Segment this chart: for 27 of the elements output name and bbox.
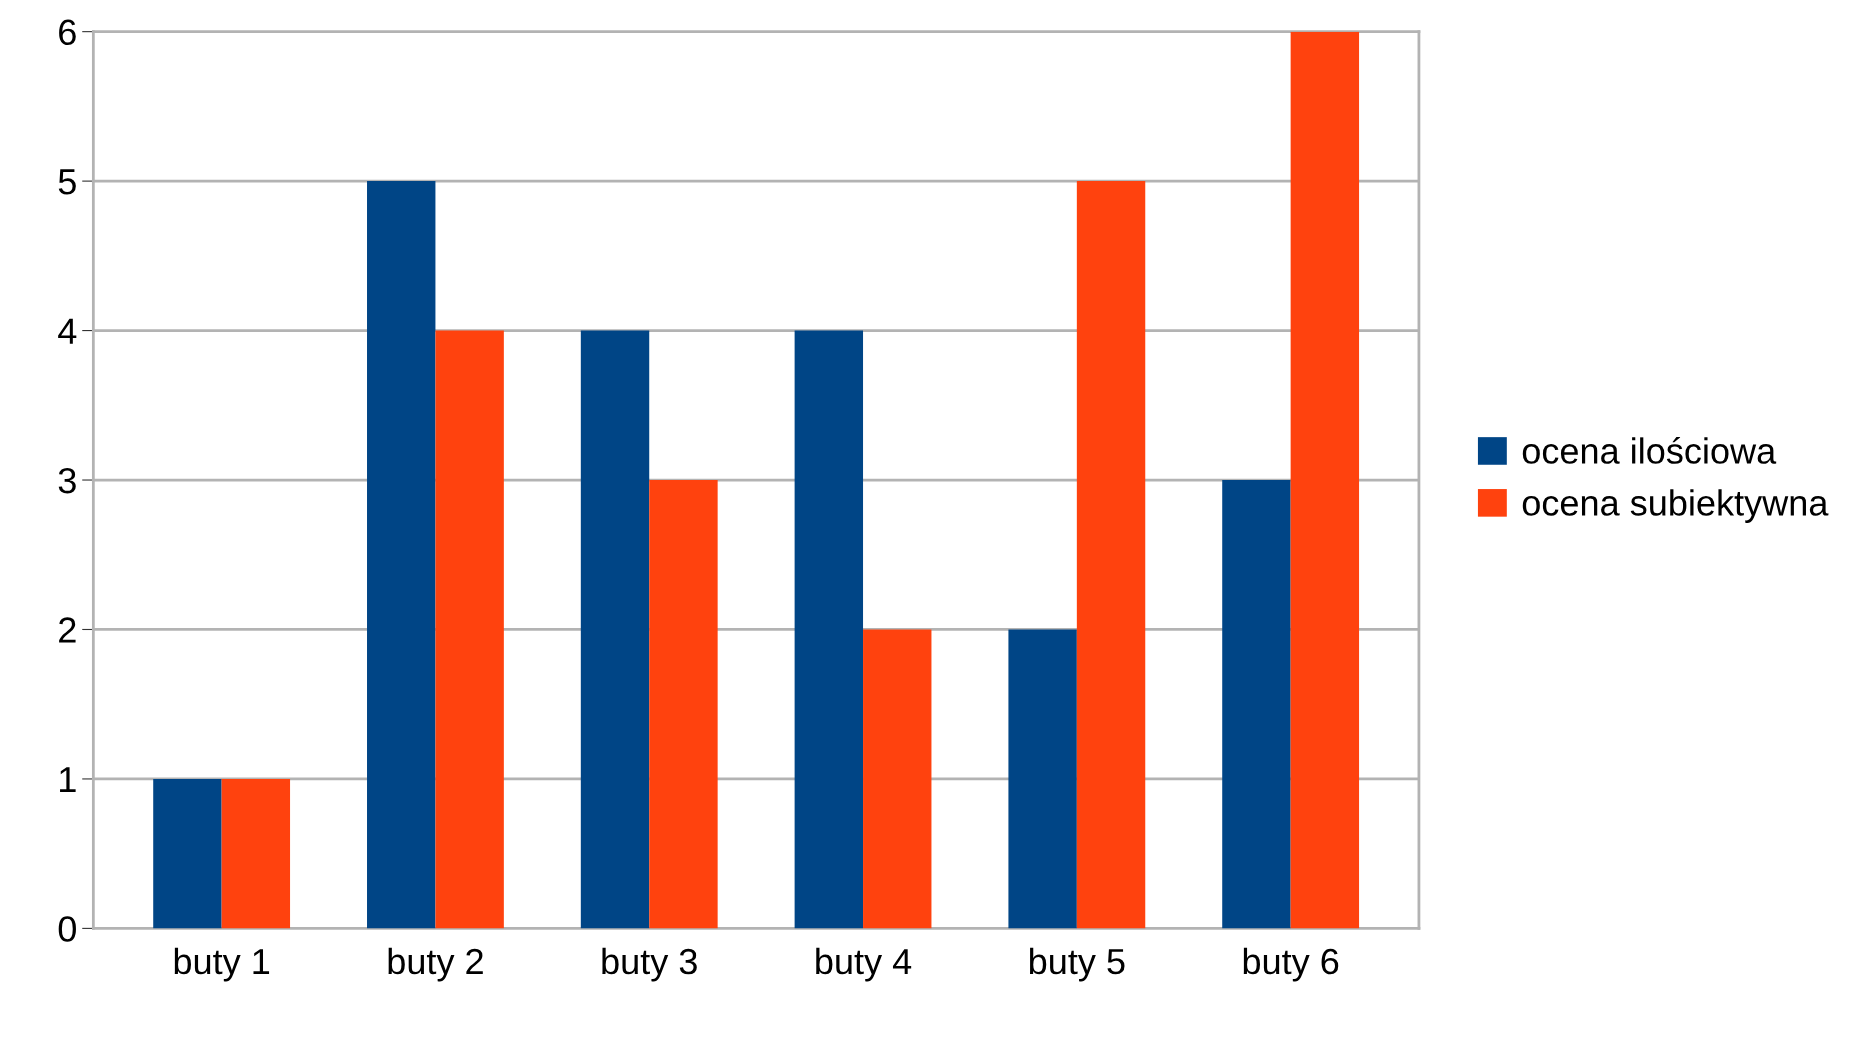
- x-tick-label: buty 6: [1243, 947, 1339, 982]
- y-tick-label: 4: [58, 318, 77, 344]
- bar: [221, 778, 291, 929]
- bar: [863, 629, 932, 929]
- y-tick-label: 1: [60, 767, 76, 793]
- bar: [367, 181, 436, 929]
- x-tick-label: buty 3: [602, 947, 697, 982]
- bar: [1076, 181, 1146, 929]
- x-tick-label: buty 4: [816, 947, 912, 982]
- y-tick-label: 2: [59, 617, 76, 643]
- bar: [1008, 629, 1077, 929]
- bar: [649, 480, 718, 929]
- x-tick-label: buty 1: [174, 947, 270, 982]
- y-tick-label: 3: [58, 467, 76, 494]
- bar: [1290, 31, 1360, 929]
- bar: [153, 778, 222, 929]
- legend-label: ocena subiektywna: [1522, 489, 1829, 523]
- bar: [794, 330, 864, 929]
- bar: [1222, 480, 1291, 929]
- bar: [580, 330, 650, 929]
- y-tick-label: 5: [58, 169, 76, 195]
- legend-label: ocena ilościowa: [1522, 436, 1777, 464]
- y-tick-label: 0: [58, 916, 76, 942]
- x-tick-label: buty 2: [388, 947, 483, 982]
- x-tick-label: buty 5: [1029, 947, 1125, 982]
- bar: [435, 330, 504, 929]
- y-tick-label: 6: [59, 19, 76, 46]
